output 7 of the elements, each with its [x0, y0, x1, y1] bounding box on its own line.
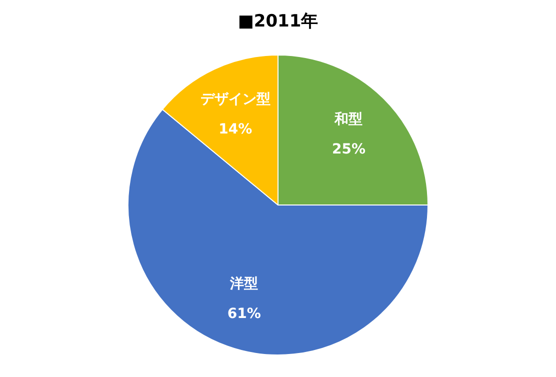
data-label: 14%: [218, 122, 252, 138]
data-label: 25%: [332, 141, 366, 158]
slice-label: デザイン型: [200, 92, 270, 108]
chart-title: ■2011年: [238, 12, 318, 32]
data-label: 61%: [227, 306, 261, 322]
slice-label: 和型: [334, 111, 363, 128]
slice-label: 洋型: [229, 276, 258, 292]
